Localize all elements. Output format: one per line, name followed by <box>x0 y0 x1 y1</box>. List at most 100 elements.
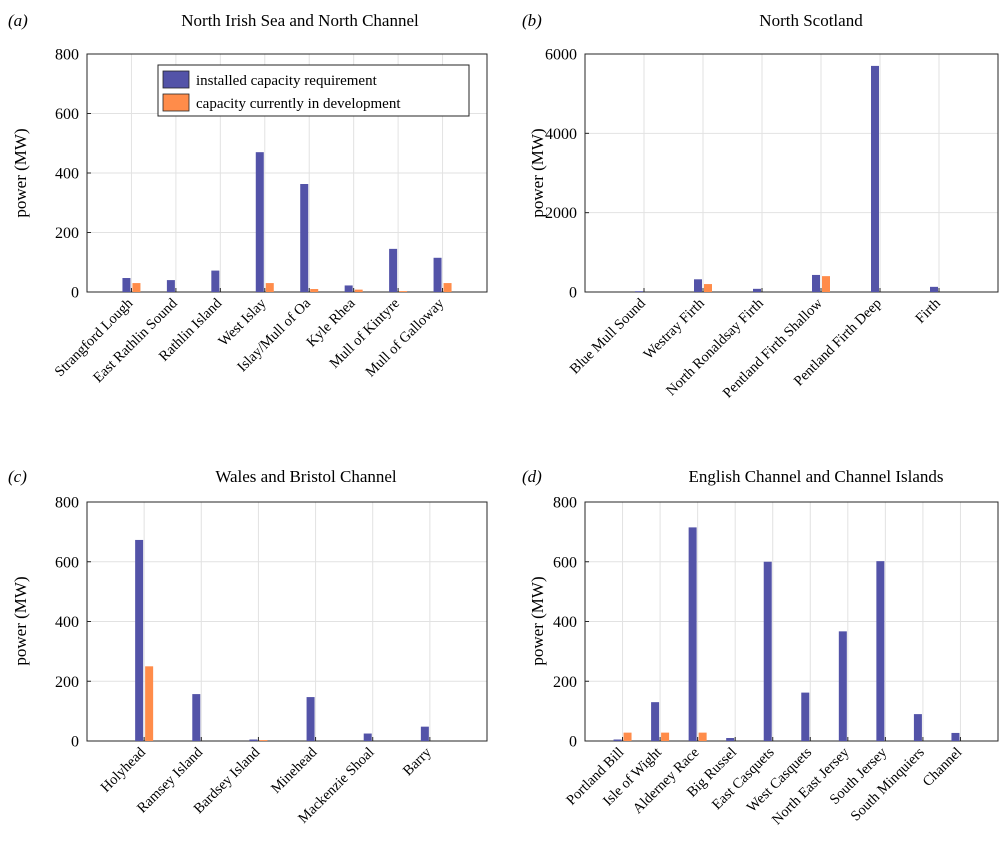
legend-box <box>157 64 470 117</box>
bar-installed <box>166 280 175 292</box>
chart-panel-4: (d) English Channel and Channel Islands 0 2… <box>522 467 999 828</box>
y-tick-label: 600 <box>55 106 79 123</box>
x-category-label: Mull of Galloway <box>363 295 448 380</box>
bar-installed <box>613 739 622 741</box>
chart-title: Wales and Bristol Channel <box>215 467 397 486</box>
y-tick-label: 600 <box>55 554 79 571</box>
x-category-label: Channel <box>920 745 965 790</box>
y-axis-label: power (MW) <box>11 576 30 665</box>
legend-label-development: capacity currently in development <box>196 96 401 112</box>
bar-installed <box>763 561 772 741</box>
bar-installed <box>688 527 697 741</box>
x-category-label: Firth <box>913 295 945 327</box>
bar-development <box>704 284 712 292</box>
y-tick-label: 0 <box>569 734 577 751</box>
bar-development <box>132 283 141 292</box>
bar-installed <box>344 285 353 292</box>
legend-swatch-installed <box>162 70 190 89</box>
y-tick-label: 800 <box>55 495 79 512</box>
panel-letter: (d) <box>522 467 542 486</box>
plot-frame <box>584 53 999 293</box>
bar-development <box>145 666 154 741</box>
panel-letter: (c) <box>8 467 27 486</box>
y-tick-label: 600 <box>553 554 577 571</box>
y-tick-label: 6000 <box>545 47 577 64</box>
bar-development <box>259 740 268 741</box>
y-tick-label: 0 <box>71 734 79 751</box>
legend: installed capacity requirement capacity c… <box>157 64 470 117</box>
bar-development <box>399 291 408 292</box>
plot-frame <box>86 501 488 742</box>
y-tick-label: 4000 <box>545 126 577 143</box>
bar-installed <box>389 248 398 292</box>
panel-letter: (b) <box>522 11 542 30</box>
bar-installed <box>838 631 847 741</box>
bar-development <box>310 289 319 292</box>
bar-development <box>354 289 363 292</box>
y-tick-label: 200 <box>553 674 577 691</box>
legend-swatch-development <box>162 93 190 112</box>
bar-installed <box>635 291 643 292</box>
bar-installed <box>930 286 938 292</box>
chart-title: North Scotland <box>759 11 863 30</box>
chart-panel-2: (b) North Scotland 0 2000 4000 6000 Blue Mull … <box>522 11 999 401</box>
bar-installed <box>812 274 820 292</box>
chart-title: English Channel and Channel Islands <box>689 467 944 486</box>
y-tick-label: 400 <box>55 166 79 183</box>
bar-installed <box>363 733 372 741</box>
chart-title: North Irish Sea and North Channel <box>181 11 419 30</box>
bar-installed <box>651 702 660 741</box>
bar-installed <box>871 65 879 293</box>
y-tick-label: 2000 <box>545 205 577 222</box>
bar-development <box>698 732 707 741</box>
y-axis-label: power (MW) <box>528 128 547 217</box>
y-axis-label: power (MW) <box>528 576 547 665</box>
x-category-label: Strangford Lough <box>52 295 137 380</box>
bar-installed <box>726 738 735 741</box>
bar-development <box>265 283 274 292</box>
bar-installed <box>420 726 429 741</box>
y-tick-label: 400 <box>553 614 577 631</box>
bar-installed <box>433 257 442 292</box>
bar-installed <box>249 739 258 741</box>
x-category-label: Minehead <box>268 744 321 797</box>
bar-installed <box>135 539 144 741</box>
legend-label-installed: installed capacity requirement <box>196 73 378 89</box>
bar-installed <box>913 714 922 741</box>
bar-installed <box>255 152 264 292</box>
x-category-label: Blue Mull Sound <box>567 295 649 377</box>
y-tick-label: 0 <box>71 285 79 302</box>
panel-letter: (a) <box>8 11 28 30</box>
bar-development <box>822 276 830 292</box>
y-tick-label: 800 <box>553 495 577 512</box>
bar-installed <box>192 694 201 741</box>
chart-panel-1: (a) North Irish Sea and North Channel 0 200… <box>8 11 488 386</box>
y-tick-label: 200 <box>55 225 79 242</box>
bar-development <box>661 732 670 741</box>
bar-installed <box>694 279 702 292</box>
bar-installed <box>122 278 131 292</box>
y-axis-label: power (MW) <box>11 128 30 217</box>
bar-development <box>443 283 452 292</box>
x-category-label: Barry <box>400 744 435 779</box>
bar-installed <box>876 561 885 741</box>
y-tick-label: 400 <box>55 614 79 631</box>
plot-frame <box>86 53 488 293</box>
y-tick-label: 200 <box>55 674 79 691</box>
plot-area <box>584 53 999 293</box>
bar-installed <box>306 697 315 741</box>
chart-panel-3: (c) Wales and Bristol Channel 0 200 400 600 80… <box>8 467 488 827</box>
bar-installed <box>801 692 810 741</box>
y-tick-label: 0 <box>569 285 577 302</box>
x-category-label: North Ronaldsay Firth <box>663 295 767 399</box>
bar-development <box>623 732 632 741</box>
y-tick-label: 800 <box>55 47 79 64</box>
bar-installed <box>753 288 761 292</box>
x-category-label: Holyhead <box>98 744 150 796</box>
bar-installed <box>951 732 960 741</box>
bar-installed <box>300 184 309 292</box>
x-category-label: Pentland Firth Shallow <box>720 295 826 401</box>
plot-frame <box>584 501 999 742</box>
bar-installed <box>211 270 220 292</box>
